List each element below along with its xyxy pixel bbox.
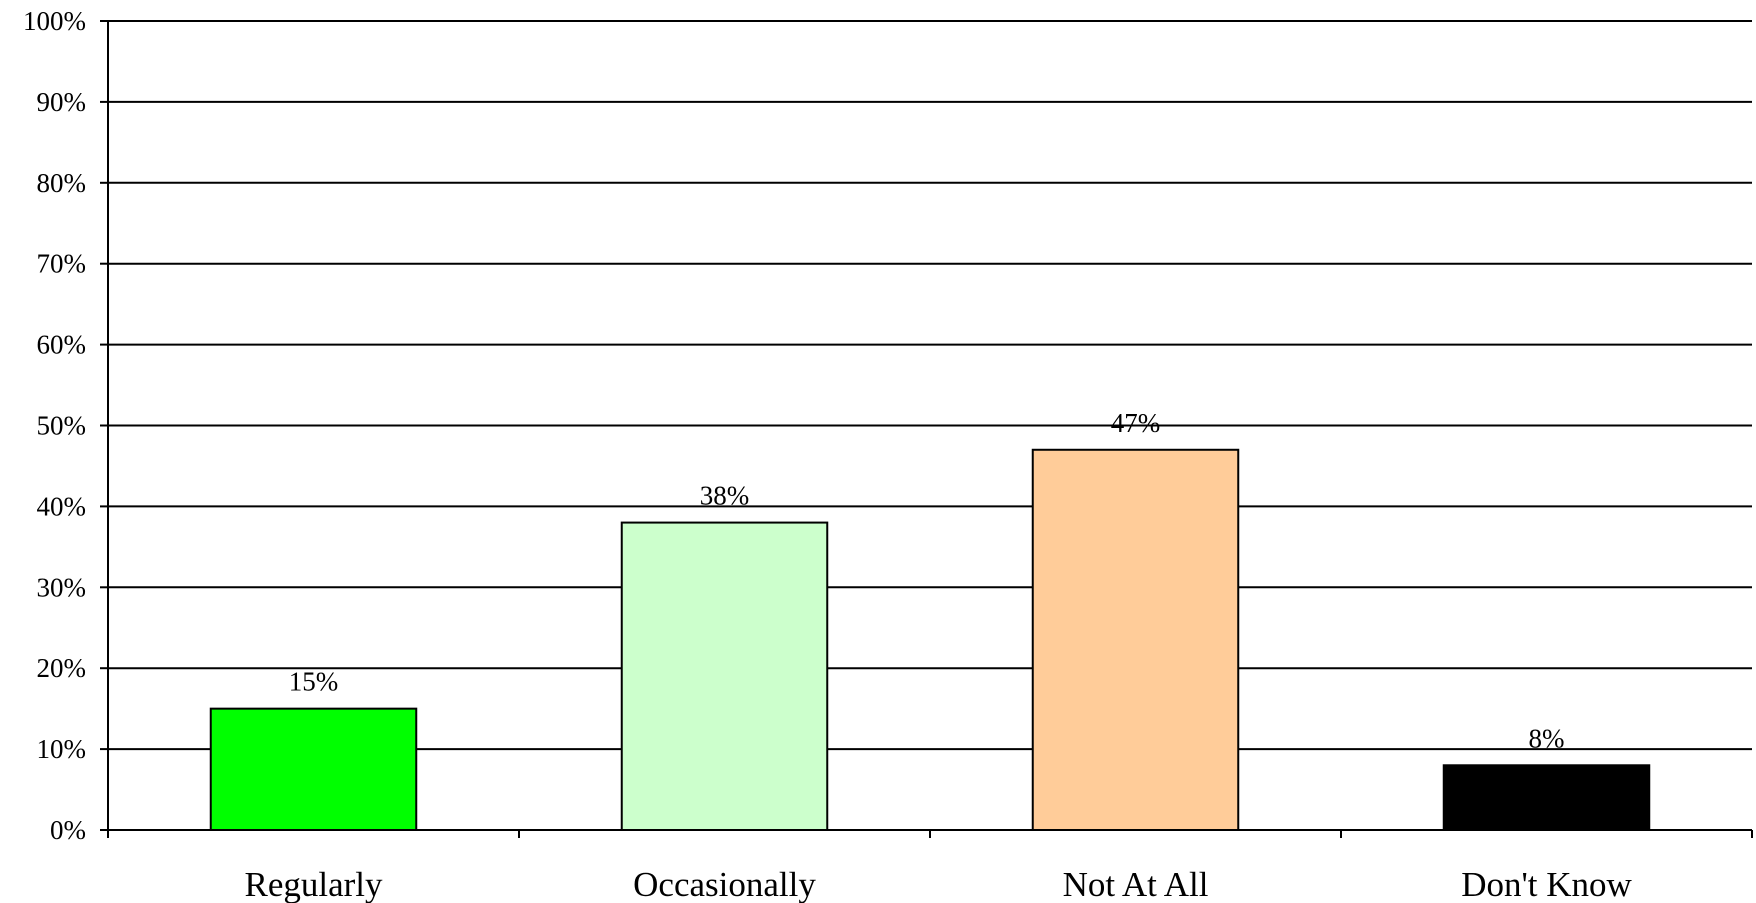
data-label: 47% xyxy=(1111,408,1161,438)
bar xyxy=(1442,764,1651,832)
gridlines xyxy=(108,20,1752,751)
data-label: 15% xyxy=(289,667,339,697)
y-tick-label: 90% xyxy=(37,87,87,117)
y-tick-label: 40% xyxy=(37,491,87,521)
x-category-label: Not At All xyxy=(1063,865,1209,903)
x-category-label: Occasionally xyxy=(633,865,816,903)
y-tick-label: 80% xyxy=(37,168,87,198)
bar xyxy=(620,521,829,832)
y-tick-label: 10% xyxy=(37,734,87,764)
data-label: 38% xyxy=(700,481,750,511)
bar xyxy=(209,707,418,832)
bar xyxy=(1031,448,1240,831)
y-tick-label: 70% xyxy=(37,249,87,279)
x-axis-ticks: Regularly Occasionally Not At All Don't Kno… xyxy=(107,830,1753,903)
data-labels: 15% 38% 47% 8% xyxy=(289,408,1565,754)
y-tick-label: 30% xyxy=(37,572,87,602)
x-category-label: Don't Know xyxy=(1461,865,1632,903)
y-axis-ticks: 0% 10% 20% 30% 40% 50% 60% 70% 80% 90% 100% xyxy=(23,6,108,845)
x-category-label: Regularly xyxy=(244,865,383,903)
y-tick-label: 20% xyxy=(37,653,87,683)
y-tick-label: 100% xyxy=(23,6,86,36)
data-label: 8% xyxy=(1529,723,1565,753)
y-tick-label: 60% xyxy=(37,330,87,360)
y-tick-label: 50% xyxy=(37,411,87,441)
y-tick-label: 0% xyxy=(50,815,86,845)
